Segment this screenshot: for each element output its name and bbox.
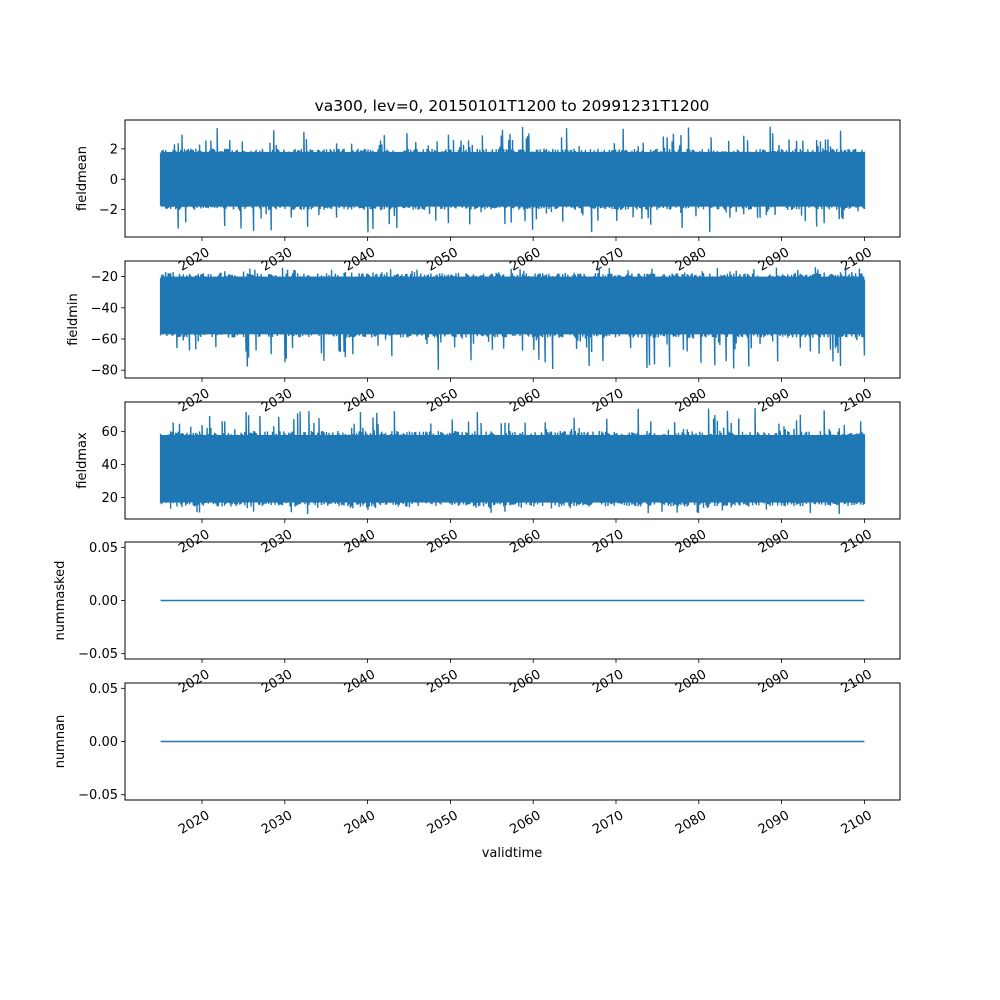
y-tick-label: −60 [91, 333, 118, 348]
chart-title: va300, lev=0, 20150101T1200 to 20991231T… [315, 97, 710, 115]
y-tick-label: −0.05 [78, 788, 118, 803]
y-tick-label: −20 [91, 270, 118, 285]
y-tick-label: 0.00 [89, 594, 118, 609]
y-tick-label: 0.05 [89, 682, 118, 697]
axes-frame [124, 401, 901, 520]
y-tick-label: −40 [91, 301, 118, 316]
y-tick-label: 0.05 [89, 541, 118, 556]
y-tick-label: 0 [110, 173, 118, 188]
y-tick-label: 2 [110, 142, 118, 157]
y-tick-label: 60 [101, 425, 118, 440]
series-line-fieldmean [159, 126, 866, 233]
series-line-fieldmin [159, 267, 866, 370]
y-tick-label: 40 [101, 458, 118, 473]
y-axis-label: fieldmax [75, 432, 90, 489]
y-axis-label: nummasked [53, 561, 68, 641]
y-axis-label: fieldmean [75, 146, 90, 211]
y-tick-label: −80 [91, 364, 118, 379]
axes-frame [124, 119, 901, 238]
y-axis-label: numnan [53, 715, 68, 769]
y-axis-label: fieldmin [66, 293, 81, 346]
series-line-fieldmax [159, 408, 866, 515]
axes-frame [124, 260, 901, 379]
y-tick-label: −0.05 [78, 647, 118, 662]
x-axis-label: validtime [482, 846, 543, 861]
y-tick-label: 20 [101, 491, 118, 506]
y-tick-label: 0.00 [89, 735, 118, 750]
y-tick-label: −2 [99, 203, 118, 218]
